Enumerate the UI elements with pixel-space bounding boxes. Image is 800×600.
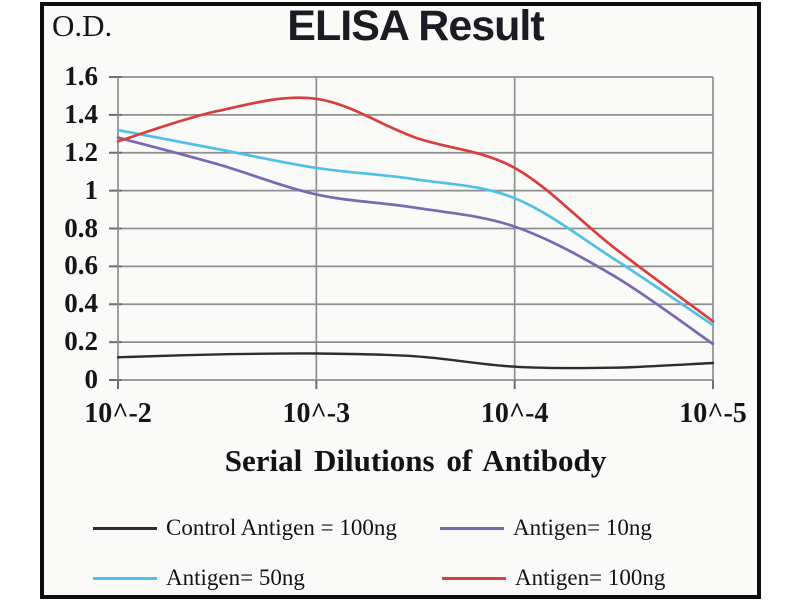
legend-label-control-antigen: Control Antigen = 100ng [166, 515, 397, 540]
series-line-2 [116, 128, 715, 327]
figure-border-frame [40, 2, 761, 599]
y-tick-label-1.6: 1.6 [64, 61, 98, 91]
legend-item-antigen-50ng: Antigen= 50ng [93, 563, 305, 593]
x-tick-label-10^-2: 10^-2 [84, 398, 152, 429]
y-tick-label-1.2: 1.2 [64, 136, 98, 167]
y-tick-label-0.4: 0.4 [64, 288, 98, 319]
y-axis-unit-label: O.D. [52, 8, 113, 43]
x-tick-label-10^-3: 10^-3 [282, 398, 351, 429]
y-tick-label-0: 0 [84, 364, 99, 394]
series-line-3 [116, 96, 715, 323]
legend-swatch-control-antigen [93, 526, 157, 530]
legend-item-control-antigen: Control Antigen = 100ng [93, 513, 397, 543]
series-line-0 [116, 352, 715, 370]
legend-label-antigen-10ng: Antigen= 10ng [513, 515, 652, 540]
legend-label-antigen-100ng: Antigen= 100ng [515, 565, 666, 590]
y-tick-label-0.2: 0.2 [64, 326, 98, 357]
legend-swatch-antigen-10ng [440, 526, 504, 530]
y-tick-label-1: 1 [84, 174, 99, 205]
legend-swatch-antigen-100ng [442, 576, 506, 580]
x-tick-label-10^-4: 10^-4 [480, 398, 549, 429]
legend-item-antigen-10ng: Antigen= 10ng [440, 513, 652, 543]
y-tick-label-0.6: 0.6 [64, 250, 98, 281]
x-tick-label-10^-5: 10^-5 [679, 398, 747, 429]
legend-item-antigen-100ng: Antigen= 100ng [442, 563, 665, 593]
x-axis-title: Serial Dilutions of Antibody [224, 443, 607, 478]
series-line-1 [116, 136, 715, 346]
chart-title: ELISA Result [287, 2, 544, 50]
y-tick-label-0.8: 0.8 [64, 212, 98, 243]
y-tick-label-1.4: 1.4 [64, 98, 98, 129]
legend-swatch-antigen-50ng [93, 576, 157, 580]
legend-label-antigen-50ng: Antigen= 50ng [166, 565, 305, 590]
